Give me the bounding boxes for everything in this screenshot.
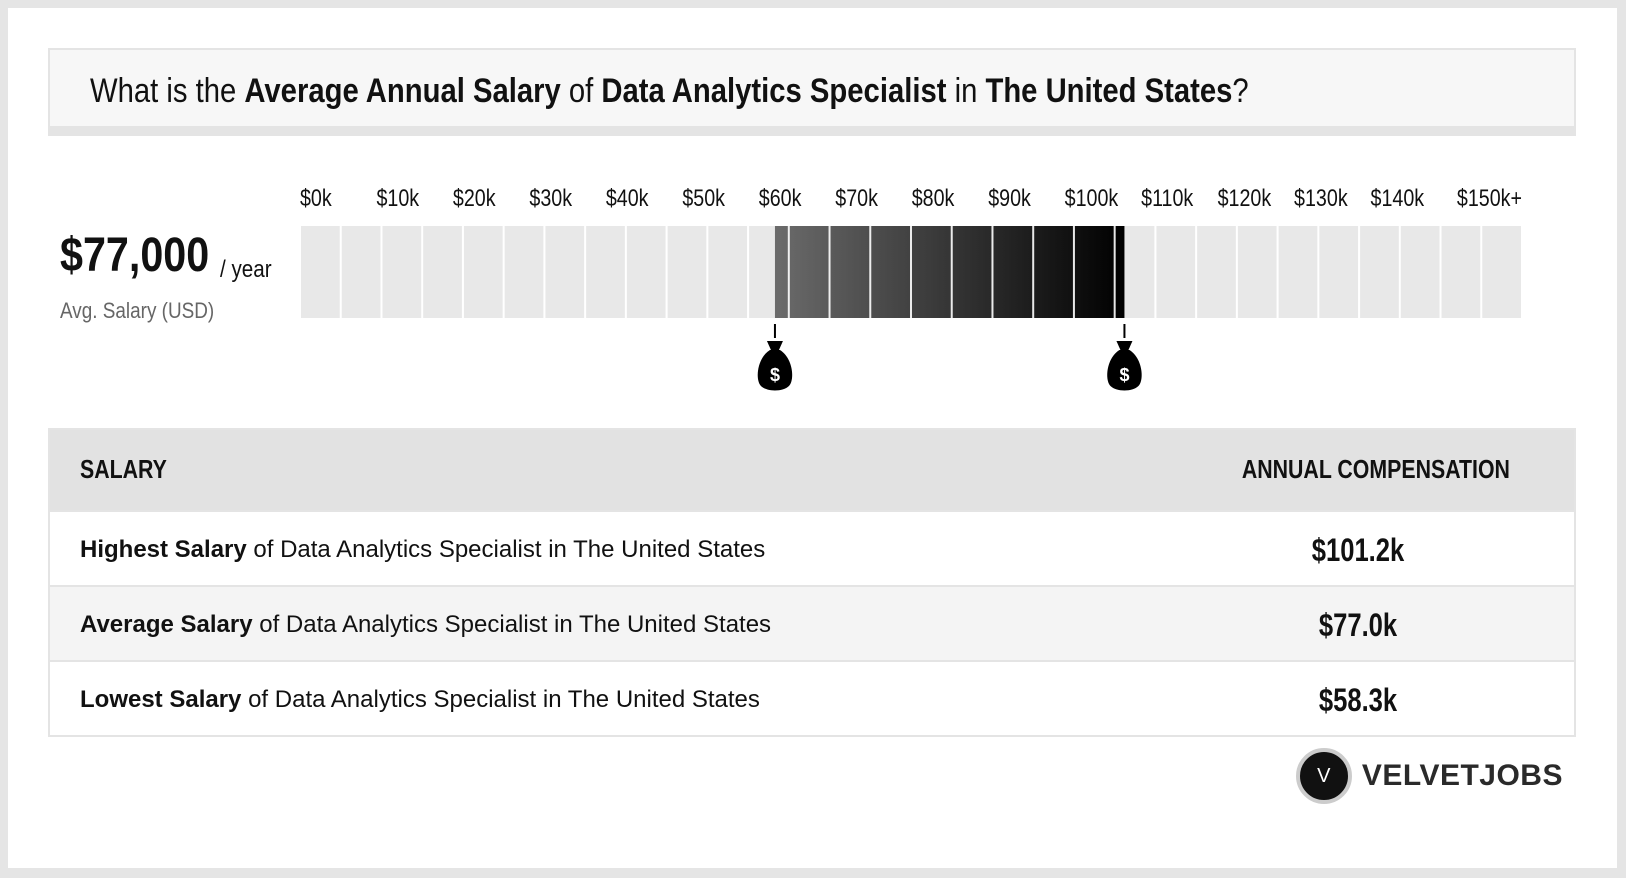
bar-cell xyxy=(1278,226,1318,318)
bar-cell xyxy=(1237,226,1277,318)
salary-range-bar xyxy=(774,226,1125,318)
table-header: SALARY ANNUAL COMPENSATION xyxy=(50,430,1574,510)
svg-text:$: $ xyxy=(1119,365,1129,385)
table-row-average: Average Salary of Data Analytics Special… xyxy=(50,585,1574,660)
row-label: Highest Salary of Data Analytics Special… xyxy=(80,536,766,563)
average-salary-value: $77,000 xyxy=(60,229,210,282)
velvetjobs-logo[interactable]: V VELVETJOBS xyxy=(1295,748,1563,804)
bar-cell xyxy=(341,226,381,318)
tick-label: $110k xyxy=(1141,184,1193,211)
tick-label: $30k xyxy=(529,184,572,211)
header-annual-compensation: ANNUAL COMPENSATION xyxy=(1241,454,1510,484)
svg-text:$: $ xyxy=(770,365,780,385)
row-value: $58.3k xyxy=(1318,682,1398,718)
tick-label: $60k xyxy=(759,184,802,211)
bar-cell xyxy=(586,226,625,318)
bar-cell xyxy=(708,226,748,318)
average-salary-caption: Avg. Salary (USD) xyxy=(60,298,215,323)
tick-label: $20k xyxy=(453,184,496,211)
tick-label: $150k+ xyxy=(1457,184,1522,211)
tick-label: $0k xyxy=(300,184,332,211)
bar-cell xyxy=(463,226,503,318)
bar-cell xyxy=(504,226,544,318)
bar-cell xyxy=(545,226,585,318)
page-title: What is the Average Annual Salary of Dat… xyxy=(90,72,1249,110)
bar-cell xyxy=(626,226,666,318)
tick-label: $100k xyxy=(1065,184,1119,211)
bar-cell xyxy=(423,226,462,318)
low-marker-money-bag-icon: $ xyxy=(757,341,793,391)
title-location: The United States xyxy=(985,72,1233,110)
tick-label: $40k xyxy=(606,184,649,211)
logo-text: VELVETJOBS xyxy=(1361,759,1563,792)
tick-label: $70k xyxy=(835,184,878,211)
row-value: $77.0k xyxy=(1318,607,1398,643)
bar-cell xyxy=(1441,226,1481,318)
logo-icon: V xyxy=(1295,748,1352,804)
table-row-highest: Highest Salary of Data Analytics Special… xyxy=(50,510,1574,585)
bar-cell xyxy=(301,226,340,318)
tick-label: $10k xyxy=(376,184,419,211)
header-salary: SALARY xyxy=(80,454,167,484)
table-row-lowest: Lowest Salary of Data Analytics Speciali… xyxy=(50,660,1574,735)
average-salary-unit: / year xyxy=(220,256,272,283)
title-job: Data Analytics Specialist xyxy=(601,72,947,110)
title-box: What is the Average Annual Salary of Dat… xyxy=(48,48,1576,136)
bar-cell xyxy=(1197,226,1236,318)
row-value: $101.2k xyxy=(1311,532,1405,568)
bar-cell xyxy=(1360,226,1399,318)
tick-label: $80k xyxy=(912,184,955,211)
salary-range-chart: $0k $10k $20k $30k $40k $50k $60k $70k $80k $90k $… xyxy=(300,184,1522,391)
row-label: Average Salary of Data Analytics Special… xyxy=(80,611,772,638)
tick-label: $140k xyxy=(1371,184,1425,211)
high-marker-money-bag-icon: $ xyxy=(1107,341,1142,391)
tick-label: $120k xyxy=(1218,184,1272,211)
row-label: Lowest Salary of Data Analytics Speciali… xyxy=(80,686,760,713)
bar-cell xyxy=(667,226,707,318)
salary-card: What is the Average Annual Salary of Dat… xyxy=(8,8,1617,868)
salary-table: SALARY ANNUAL COMPENSATION Highest Salar… xyxy=(48,428,1576,737)
bar-cell xyxy=(1482,226,1521,318)
title-metric: Average Annual Salary xyxy=(244,72,561,110)
tick-label: $50k xyxy=(682,184,725,211)
tick-label: $90k xyxy=(988,184,1031,211)
bar-cell xyxy=(1400,226,1440,318)
bar-cell xyxy=(1156,226,1196,318)
tick-label: $130k xyxy=(1294,184,1348,211)
bar-cell xyxy=(1319,226,1359,318)
bar-cell xyxy=(382,226,422,318)
